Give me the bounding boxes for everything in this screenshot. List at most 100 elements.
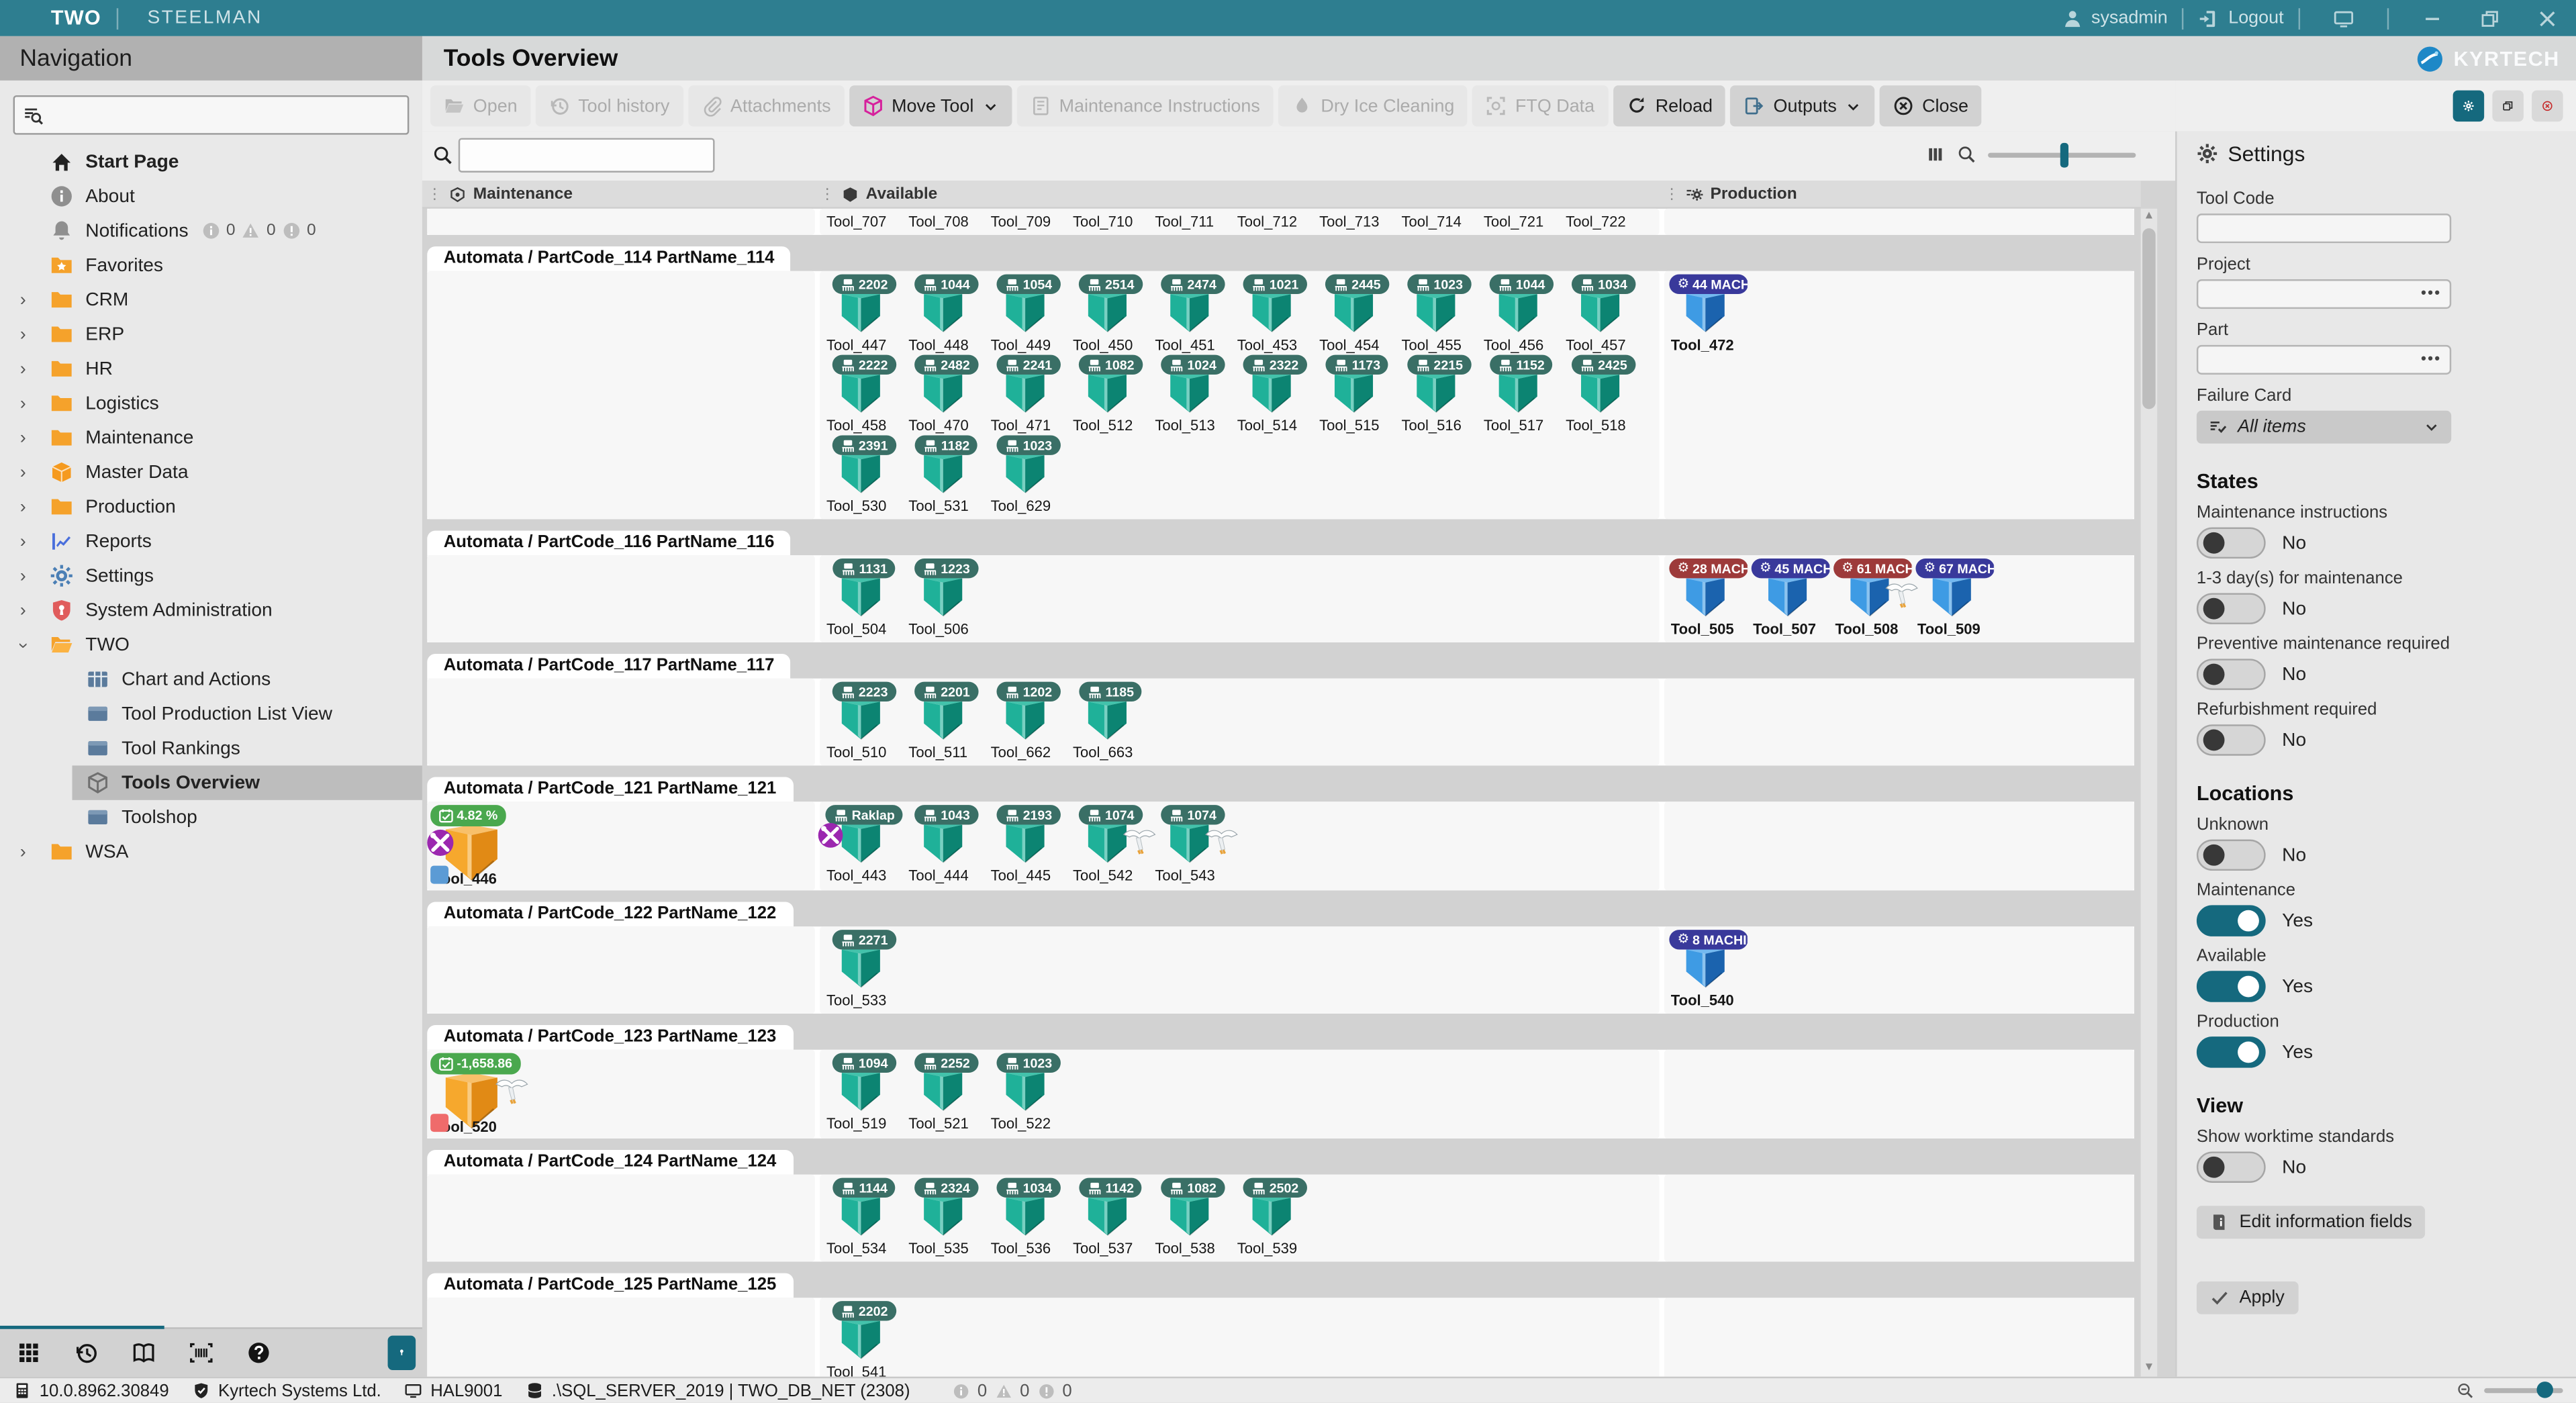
icon-size-slider[interactable]	[1988, 142, 2136, 167]
tool-item[interactable]: 1074 Tool_543	[1151, 805, 1238, 885]
zoom-out-icon[interactable]	[2456, 1382, 2475, 1400]
tool-item[interactable]: ⚙61 MACHINE Tool_508	[1832, 559, 1918, 639]
tool-item[interactable]: 2514 Tool_450	[1069, 274, 1151, 355]
tool-item[interactable]: 1043 Tool_444	[905, 805, 987, 885]
sidebar-item-tools-overview[interactable]: Tools Overview	[0, 765, 422, 800]
sidebar-item-system-administration[interactable]: › System Administration	[0, 593, 422, 627]
toggle-available[interactable]	[2196, 971, 2266, 1002]
manual-book-icon[interactable]	[132, 1341, 156, 1365]
chevron-right-icon[interactable]: ›	[19, 462, 26, 483]
tool-item[interactable]: ⚙28 MACHINE Tool_505	[1668, 559, 1750, 639]
scroll-thumb[interactable]	[2142, 228, 2156, 409]
close-window-button[interactable]	[2536, 7, 2558, 29]
tool-item[interactable]: 2202 Tool_541	[823, 1301, 905, 1377]
column-header-production[interactable]: ⋮ Production	[1664, 181, 1797, 209]
group-header[interactable]: Automata / PartCode_125 PartName_125	[427, 1273, 793, 1298]
sidebar-item-production[interactable]: › Production	[0, 489, 422, 524]
toolbar-button-ftq-data[interactable]: FTQ Data	[1472, 85, 1608, 127]
tool-item[interactable]: 2202 Tool_447	[823, 274, 905, 355]
sidebar-item-logistics[interactable]: › Logistics	[0, 386, 422, 420]
tool-item[interactable]: 2193 Tool_445	[988, 805, 1069, 885]
toolbar-button-reload[interactable]: Reload	[1613, 85, 1726, 127]
tool-item[interactable]: 4.82 % Tool_446	[427, 805, 532, 887]
toolbar-button-attachments[interactable]: Attachments	[687, 85, 845, 127]
sidebar-item-favorites[interactable]: Favorites	[0, 248, 422, 283]
sidebar-item-erp[interactable]: › ERP	[0, 317, 422, 351]
sidebar-item-reports[interactable]: › Reports	[0, 524, 422, 559]
tool-item[interactable]: ⚙44 MACHINE Tool_472	[1668, 274, 1750, 355]
tool-item[interactable]: 1034 Tool_457	[1562, 274, 1644, 355]
barcode-scan-icon[interactable]	[189, 1341, 213, 1365]
tool-item[interactable]: 2322 Tool_514	[1234, 354, 1316, 436]
tool-item[interactable]: 2425 Tool_518	[1562, 354, 1644, 436]
tool-item[interactable]: 1202 Tool_662	[988, 681, 1069, 763]
chevron-right-icon[interactable]: ›	[19, 566, 26, 586]
chevron-down-icon[interactable]	[982, 98, 998, 114]
tool-item[interactable]: 1044 Tool_456	[1480, 274, 1562, 355]
tool-label[interactable]: Tool_721	[1483, 213, 1544, 230]
tool-item[interactable]: 2482 Tool_470	[905, 354, 987, 436]
nav-search-input[interactable]	[52, 103, 399, 127]
tool-item[interactable]: 2223 Tool_510	[823, 681, 905, 763]
toolbar-button-outputs[interactable]: Outputs	[1730, 85, 1875, 127]
tool-item[interactable]: 1023 Tool_629	[988, 435, 1069, 516]
tool-item[interactable]: 1152 Tool_517	[1480, 354, 1562, 436]
sidebar-item-toolshop[interactable]: Toolshop	[0, 800, 422, 834]
sidebar-item-hr[interactable]: › HR	[0, 352, 422, 386]
home-icon[interactable]	[13, 7, 35, 29]
pin-sidebar-button[interactable]	[387, 1335, 416, 1370]
sidebar-item-about[interactable]: About	[0, 179, 422, 213]
tool-item[interactable]: 1082 Tool_538	[1151, 1177, 1233, 1259]
part-input[interactable]	[2196, 344, 2452, 375]
chevron-right-icon[interactable]: ›	[19, 497, 26, 517]
toolbar-button-move-tool[interactable]: Move Tool	[849, 85, 1012, 127]
tool-item[interactable]: 1094 Tool_519	[823, 1053, 905, 1134]
chevron-right-icon[interactable]: ›	[19, 393, 26, 414]
sidebar-item-chart-and-actions[interactable]: Chart and Actions	[0, 662, 422, 696]
display-icon[interactable]	[2333, 7, 2354, 29]
tool-label[interactable]: Tool_712	[1237, 213, 1298, 230]
sidebar-item-notifications[interactable]: Notifications 0 0 0	[0, 213, 422, 248]
tool-item[interactable]: 2271 Tool_533	[823, 930, 905, 1010]
chevron-right-icon[interactable]: ›	[19, 289, 26, 310]
toggle-1-3-day-s-for-maintenance[interactable]	[2196, 593, 2266, 624]
tool-item[interactable]: 1131 Tool_504	[823, 559, 905, 639]
tool-item[interactable]: 1173 Tool_515	[1316, 354, 1398, 436]
chevron-right-icon[interactable]: ›	[19, 428, 26, 448]
minimize-button[interactable]	[2422, 7, 2443, 29]
chevron-down-icon[interactable]: ›	[13, 642, 33, 648]
sidebar-item-tool-rankings[interactable]: Tool Rankings	[0, 731, 422, 765]
chevron-down-icon[interactable]	[1845, 98, 1861, 114]
sidebar-item-start-page[interactable]: Start Page	[0, 144, 422, 179]
tool-item[interactable]: 2502 Tool_539	[1234, 1177, 1316, 1259]
apply-button[interactable]: Apply	[2196, 1281, 2298, 1314]
tool-item[interactable]: 1144 Tool_534	[823, 1177, 905, 1259]
tool-search-input[interactable]	[458, 138, 715, 173]
statusbar-zoom-slider[interactable]	[2484, 1382, 2563, 1398]
chevron-right-icon[interactable]: ›	[19, 531, 26, 552]
tool-code-input[interactable]	[2196, 213, 2452, 244]
tool-label[interactable]: Tool_710	[1073, 213, 1133, 230]
sidebar-item-two[interactable]: › TWO	[0, 628, 422, 662]
user-menu[interactable]: sysadmin	[2062, 7, 2168, 29]
sidebar-item-settings[interactable]: › Settings	[0, 559, 422, 593]
lookup-ellipsis-button[interactable]: •••	[2421, 284, 2442, 301]
toolbar-button-dry-ice-cleaning[interactable]: Dry Ice Cleaning	[1278, 85, 1468, 127]
project-input[interactable]	[2196, 279, 2452, 309]
edit-information-fields-button[interactable]: Edit information fields	[2196, 1206, 2426, 1239]
apps-grid-icon[interactable]	[16, 1341, 41, 1365]
tool-item[interactable]: Raklap Tool_443	[818, 805, 905, 885]
tool-item[interactable]: 1023 Tool_522	[988, 1053, 1069, 1134]
sidebar-item-tool-production-list-view[interactable]: Tool Production List View	[0, 697, 422, 731]
toolbar-button-maintenance-instructions[interactable]: Maintenance Instructions	[1016, 85, 1274, 127]
drag-handle-icon[interactable]: ⋮	[820, 185, 835, 203]
column-header-maintenance[interactable]: ⋮ Maintenance	[427, 181, 573, 209]
toggle-production[interactable]	[2196, 1036, 2266, 1068]
drag-handle-icon[interactable]: ⋮	[1664, 185, 1680, 203]
vertical-scrollbar[interactable]: ▲ ▼	[2140, 208, 2158, 1377]
tool-item[interactable]: 2222 Tool_458	[823, 354, 905, 436]
tool-item[interactable]: ⚙45 MACHINE Tool_507	[1750, 559, 1831, 639]
tool-label[interactable]: Tool_713	[1319, 213, 1380, 230]
history-icon[interactable]	[74, 1341, 99, 1365]
restore-button[interactable]	[2479, 7, 2501, 29]
